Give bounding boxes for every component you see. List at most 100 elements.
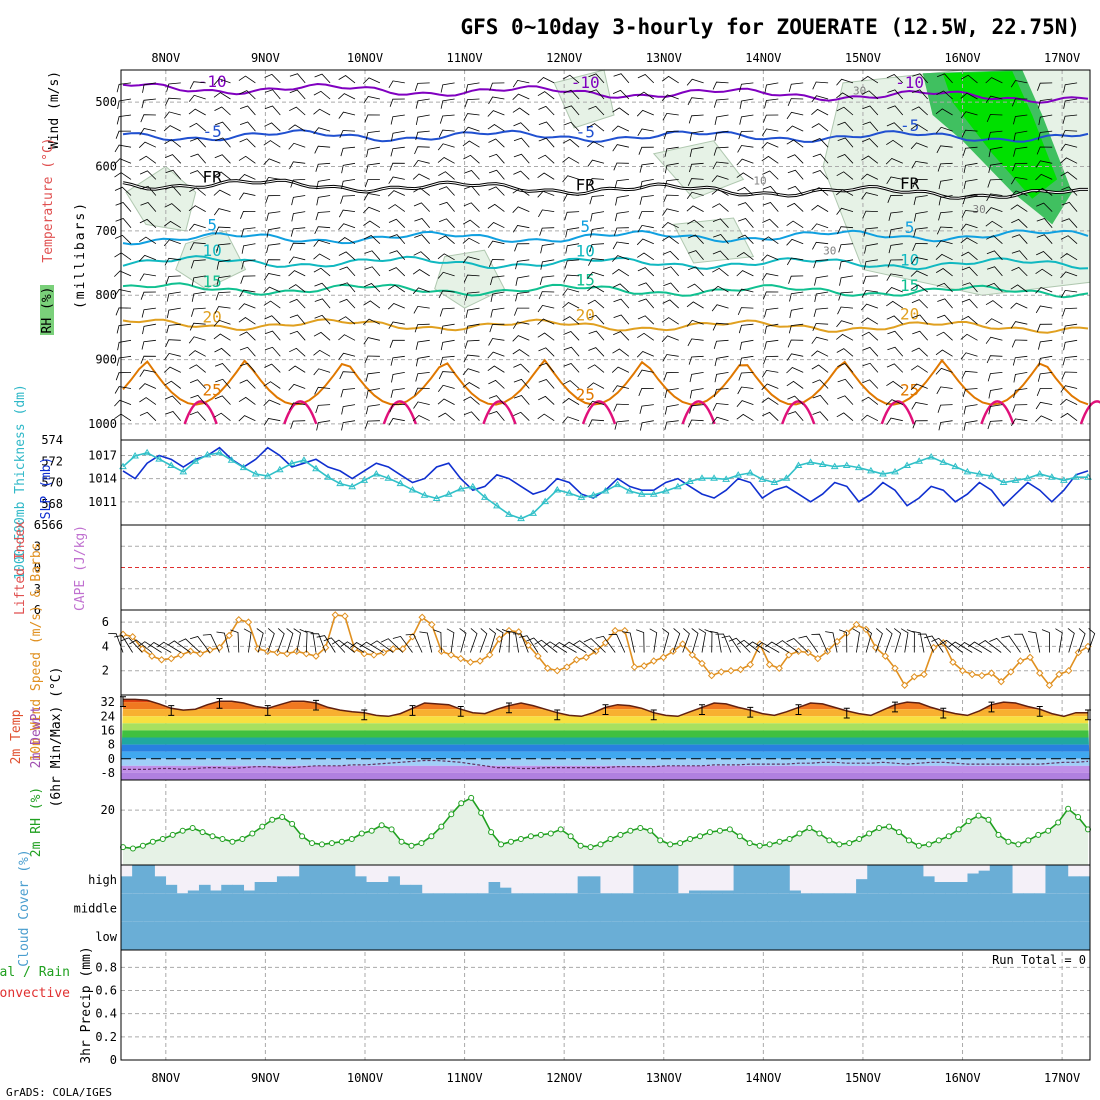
rh2m-point bbox=[279, 814, 286, 821]
wind-barb bbox=[985, 95, 1003, 103]
thickness-point bbox=[155, 455, 164, 462]
cloud-cell bbox=[889, 865, 902, 894]
wind-barb bbox=[440, 82, 455, 93]
cloud-cell bbox=[332, 893, 345, 922]
cloud-cell bbox=[989, 921, 1002, 950]
wind-barb bbox=[912, 73, 929, 84]
wind-barb bbox=[1038, 114, 1053, 126]
wind-barb bbox=[837, 121, 854, 132]
thickness-point bbox=[191, 457, 200, 464]
wind-barb bbox=[986, 282, 1003, 293]
cloud-cell bbox=[744, 893, 757, 922]
wind-barb bbox=[587, 364, 605, 373]
rh-legend-swatch bbox=[40, 285, 54, 335]
wind-barb bbox=[960, 237, 978, 245]
tick-label-thickness: 570 bbox=[41, 476, 63, 490]
wind-barb bbox=[1061, 218, 1078, 228]
wind-barb bbox=[762, 202, 779, 212]
wind10-point bbox=[968, 670, 976, 679]
wind10-barb bbox=[931, 637, 954, 653]
wind10-point bbox=[833, 637, 841, 646]
wind-barb bbox=[114, 289, 132, 297]
cloud-cell bbox=[432, 893, 445, 922]
wind-barb bbox=[663, 266, 680, 277]
wind-barb bbox=[737, 218, 754, 228]
wind10-point bbox=[611, 626, 619, 635]
tick-label-pressure: 900 bbox=[95, 353, 117, 367]
wind-barb bbox=[587, 159, 605, 167]
wind-barb bbox=[713, 339, 729, 350]
cloud-cell bbox=[900, 865, 913, 894]
cloud-cell bbox=[1000, 893, 1013, 922]
cloud-cell bbox=[1000, 921, 1013, 950]
wind-barb bbox=[761, 236, 779, 245]
wind-barb bbox=[787, 185, 804, 196]
wind-barb bbox=[912, 89, 929, 100]
wind-barb bbox=[686, 301, 704, 309]
wind-barb bbox=[263, 140, 281, 148]
wind10-barb bbox=[917, 633, 934, 653]
cloud-cell bbox=[878, 921, 891, 950]
tick-label-lifted-index: 0 bbox=[34, 561, 41, 575]
wind-barb bbox=[838, 243, 854, 253]
cloud-cell bbox=[978, 921, 991, 950]
cloud-cell bbox=[499, 893, 512, 922]
rh2m-area bbox=[122, 797, 1089, 865]
cloud-cell bbox=[410, 921, 423, 950]
rh-contour-label: 30 bbox=[853, 84, 866, 97]
wind-barb bbox=[812, 138, 829, 148]
wind-barb bbox=[513, 395, 530, 405]
rh2m-point bbox=[189, 824, 196, 831]
cloud-cell bbox=[276, 876, 289, 894]
rh2m-point bbox=[567, 833, 574, 840]
wind-barb bbox=[488, 138, 505, 148]
wind-barb bbox=[364, 283, 381, 293]
wind-barb bbox=[537, 91, 555, 100]
wind10-barb bbox=[728, 637, 751, 653]
wind-barb bbox=[263, 273, 281, 281]
tick-label-temp: 0 bbox=[108, 752, 115, 766]
wind-barb bbox=[487, 351, 505, 359]
thickness-point bbox=[348, 482, 357, 490]
wind-barb bbox=[413, 202, 430, 212]
wind-barb bbox=[239, 362, 256, 373]
wind10-barb bbox=[526, 637, 548, 653]
wind-barb bbox=[114, 386, 132, 394]
wind-barb bbox=[388, 218, 406, 228]
date-label-top: 10NOV bbox=[347, 51, 383, 65]
wind-barb bbox=[587, 382, 605, 389]
cloud-cell bbox=[198, 921, 211, 950]
tick-label-lifted-index: 6 bbox=[34, 603, 41, 617]
wind-barb bbox=[214, 121, 231, 132]
wind-barb bbox=[289, 106, 306, 116]
wind-barb bbox=[589, 195, 605, 205]
wind-barb bbox=[313, 90, 331, 100]
tick-label-lifted-index: 3 bbox=[34, 539, 41, 553]
wind-barb bbox=[836, 348, 854, 357]
wind-barb bbox=[587, 285, 605, 293]
wind10-point bbox=[563, 663, 571, 671]
wind10-axis-titles: 10m Wind Speed (m/s) & Barbs bbox=[29, 542, 44, 761]
rh2m-point bbox=[408, 842, 415, 849]
thickness-point bbox=[939, 458, 948, 465]
cloud-cell bbox=[243, 921, 256, 950]
cloud-cell bbox=[154, 921, 167, 950]
cloud-cell bbox=[911, 865, 924, 894]
cloud-cell bbox=[778, 865, 790, 894]
wind-barb bbox=[462, 256, 480, 264]
cloud-cell bbox=[1078, 876, 1091, 894]
wind-barb bbox=[264, 89, 281, 100]
cloud-cell bbox=[689, 890, 701, 894]
wind-barb bbox=[836, 171, 854, 180]
wind-barb bbox=[713, 146, 729, 156]
wind-barb bbox=[637, 252, 655, 261]
wind-barb bbox=[139, 128, 156, 136]
wind-barb bbox=[437, 398, 455, 405]
wind-barb bbox=[615, 195, 629, 206]
thickness-point bbox=[782, 474, 791, 481]
date-label-bottom: 10NOV bbox=[347, 1071, 383, 1085]
wind-barb bbox=[837, 154, 854, 164]
wind-barb bbox=[363, 337, 380, 345]
wind10-point bbox=[688, 651, 697, 659]
